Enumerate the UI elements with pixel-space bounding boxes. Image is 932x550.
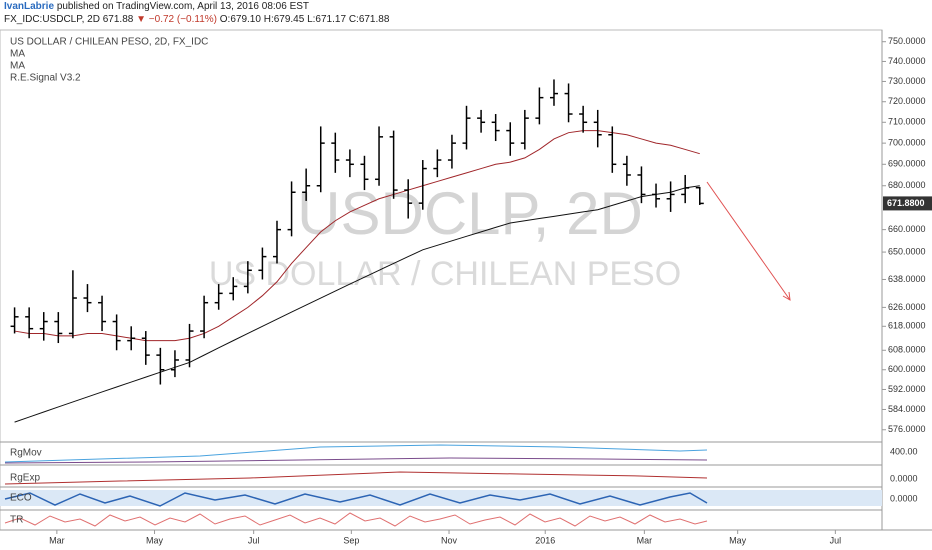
y-tick-label: 710.0000 [888, 117, 926, 127]
last: 671.88 [102, 14, 134, 25]
legend-entry: US DOLLAR / CHILEAN PESO, 2D, FX_IDC [10, 37, 208, 48]
y-tick-label: 576.0000 [888, 424, 926, 434]
watermark-name: US DOLLAR / CHILEAN PESO [209, 255, 681, 293]
y-tick-label: 730.0000 [888, 76, 926, 86]
pane-name: TR [10, 515, 23, 526]
y-tick-label: 600.0000 [888, 364, 926, 374]
x-tick-label: Mar [49, 535, 65, 545]
close: C:671.88 [348, 14, 390, 25]
y-tick-label: 750.0000 [888, 36, 926, 46]
open: O:679.10 [219, 14, 261, 25]
header: IvanLabrie published on TradingView.com,… [4, 0, 389, 26]
high: H:679.45 [263, 14, 305, 25]
y-tick-label: 650.0000 [888, 246, 926, 256]
rgmov-line [4, 444, 708, 463]
y-tick-label: 740.0000 [888, 56, 926, 66]
x-tick-label: Sep [343, 535, 359, 545]
pane-name: ECO [10, 493, 32, 504]
plot-frame [0, 29, 883, 531]
pane-axis-label: 0.0000 [890, 473, 918, 483]
rgmov-line [4, 457, 708, 464]
y-tick-label: 680.0000 [888, 180, 926, 190]
legend-entry: MA [10, 61, 25, 72]
projection-arrow [706, 181, 791, 301]
x-tick-label: May [146, 535, 164, 545]
rgexp-line [4, 471, 708, 485]
arrow-head [782, 291, 791, 301]
x-tick-label: Mar [637, 535, 653, 545]
y-tick-label: 638.0000 [888, 274, 926, 284]
pane-name: RgExp [10, 473, 40, 484]
watermark-symbol: USDCLP, 2D [297, 180, 643, 247]
pane-axis-label: 0.0000 [890, 493, 918, 503]
x-tick-label: Jul [830, 535, 842, 545]
x-tick-label: Nov [441, 535, 458, 545]
pane-axis-label: 400.00 [890, 446, 918, 456]
y-tick-label: 690.0000 [888, 159, 926, 169]
y-tick-label: 720.0000 [888, 96, 926, 106]
change: ▼ −0.72 (−0.11%) [136, 14, 217, 25]
legend-entry: MA [10, 49, 25, 60]
ma-line [14, 185, 700, 423]
x-tick-label: Jul [248, 535, 260, 545]
eco-line [4, 492, 708, 507]
y-tick-label: 608.0000 [888, 345, 926, 355]
y-tick-label: 584.0000 [888, 404, 926, 414]
last-price-box [883, 196, 932, 211]
y-tick-label: 626.0000 [888, 302, 926, 312]
legend-entry: R.E.Signal V3.2 [10, 73, 81, 84]
x-tick-label: 2016 [535, 535, 555, 545]
y-tick-label: 618.0000 [888, 321, 926, 331]
published: published on TradingView.com, April 13, … [56, 1, 310, 12]
low: L:671.17 [307, 14, 347, 25]
y-tick-label: 700.0000 [888, 138, 926, 148]
x-tick-label: May [729, 535, 747, 545]
pane-name: RgMov [10, 448, 42, 459]
tr-line [4, 512, 708, 527]
publisher[interactable]: IvanLabrie [4, 1, 55, 12]
ma-line [14, 130, 700, 342]
y-tick-label: 660.0000 [888, 224, 926, 234]
symbol: FX_IDC:USDCLP, 2D [4, 14, 100, 25]
y-tick-label: 592.0000 [888, 384, 926, 394]
last-price-label: 671.8800 [887, 198, 925, 208]
